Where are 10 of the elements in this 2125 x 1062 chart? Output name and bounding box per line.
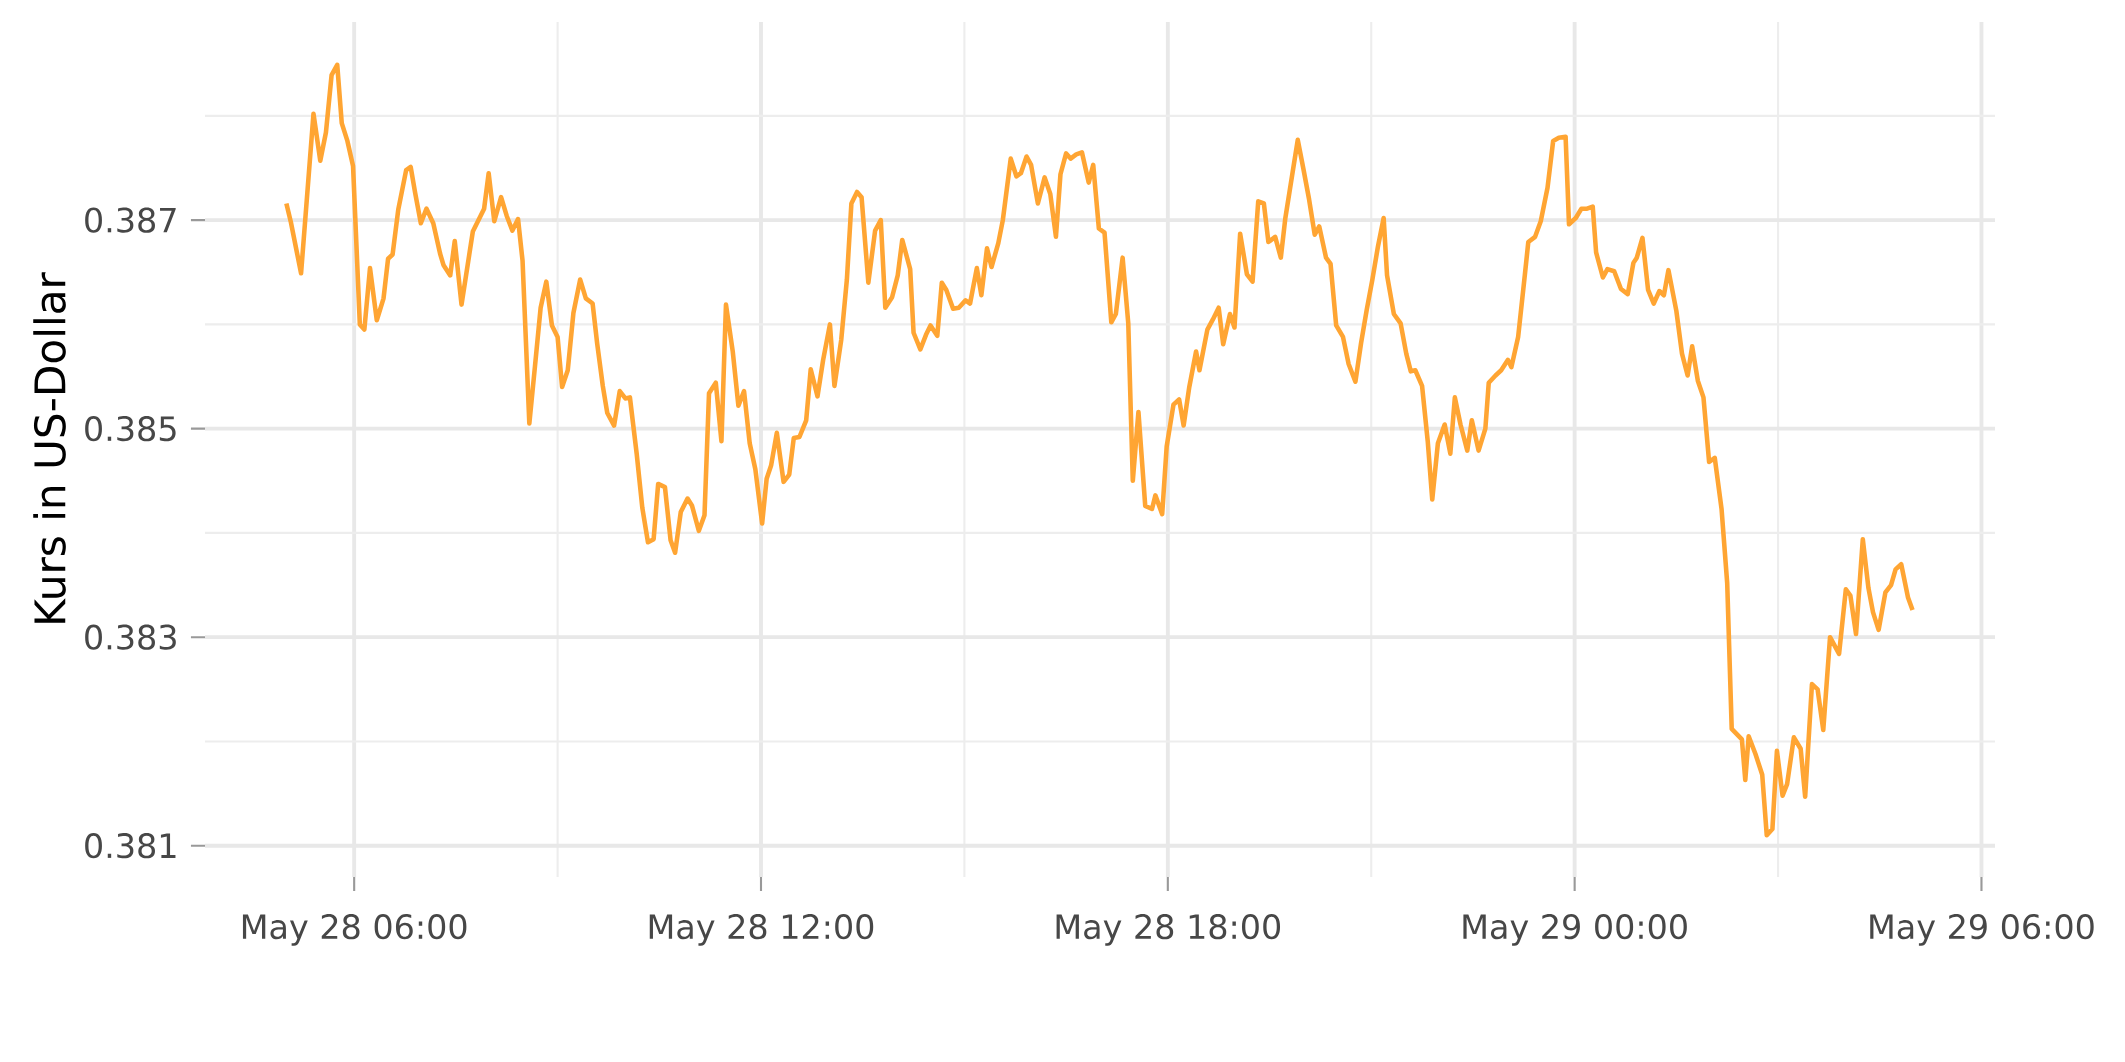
y-tick-label: 0.385 — [85, 416, 176, 442]
x-tick-label: May 29 06:00 — [1870, 914, 2094, 946]
y-tick-label: 0.381 — [85, 833, 176, 859]
y-tick-label: 0.387 — [85, 207, 176, 233]
x-tick-label: May 28 18:00 — [1056, 914, 1281, 946]
y-tick-label: 0.383 — [85, 624, 176, 650]
x-tick-label: May 28 06:00 — [242, 914, 467, 946]
x-tick-label: May 28 12:00 — [649, 914, 874, 946]
y-axis-title: Kurs in US-Dollar — [33, 272, 66, 623]
x-tick-label: May 29 00:00 — [1463, 914, 1687, 946]
